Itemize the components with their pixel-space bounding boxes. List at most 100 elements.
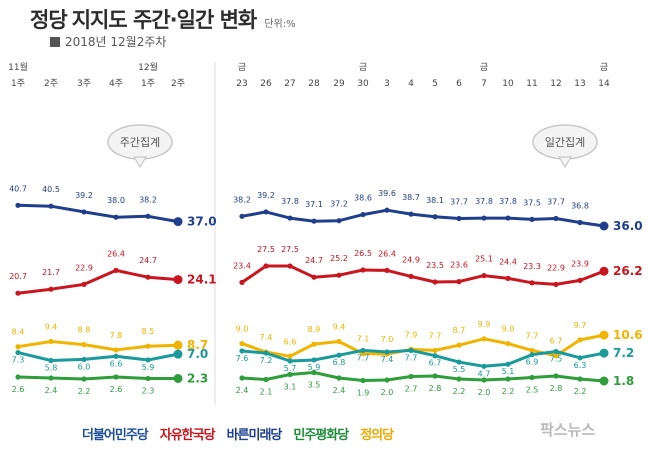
daily-series-0-label: 37.8 [499, 197, 517, 206]
daily-series-0-label: 38.7 [402, 193, 420, 202]
daily-series-1-point [239, 279, 245, 285]
weekly-series-0-label: 38.2 [139, 195, 157, 204]
daily-series-3-point [599, 348, 609, 358]
daily-series-2-point [336, 338, 342, 345]
daily-panel-bubble-tail [557, 156, 573, 169]
weekly-series-3-point [145, 357, 151, 363]
daily-panel-label: 일간집계 [545, 135, 585, 149]
daily-series-1-label: 26.4 [378, 249, 396, 258]
daily-series-0-final-label: 36.0 [613, 219, 643, 233]
daily-series-1-point [481, 273, 487, 279]
weekly-series-4-point [145, 375, 151, 382]
daily-series-2-label: 9.7 [574, 321, 587, 330]
daily-series-2-label: 8.9 [308, 325, 321, 334]
daily-series-0-point [599, 221, 609, 231]
daily-series-1-point [529, 280, 535, 286]
weekly-series-0-label: 39.2 [75, 191, 93, 200]
daily-series-3-label: 6.8 [333, 358, 346, 367]
weekly-series-2-label: 8.5 [142, 327, 155, 336]
weekly-series-3-point [15, 349, 21, 356]
daily-day-label: 29 [333, 79, 345, 89]
daily-series-0-label: 36.8 [571, 201, 589, 210]
daily-series-0-label: 39.2 [257, 191, 275, 200]
daily-series-1-label: 22.9 [547, 263, 565, 272]
daily-series-1-line [241, 264, 605, 286]
weekly-series-0-label: 40.7 [9, 184, 27, 193]
daily-series-2-label: 7.0 [381, 335, 394, 344]
daily-series-1-label: 25.1 [475, 255, 493, 264]
daily-series-3-point [577, 355, 583, 361]
daily-day-label: 10 [502, 79, 514, 89]
daily-series-3-point [239, 348, 245, 354]
weekly-series-3-point [173, 349, 183, 359]
daily-series-3-line [241, 348, 605, 368]
daily-series-3-point [408, 347, 414, 354]
weekly-week-label: 2주 [44, 78, 58, 89]
daily-series-2-point [311, 341, 317, 347]
daily-series-0-point [360, 211, 366, 218]
weekly-series-4-label: 2.3 [142, 387, 155, 396]
daily-series-3-point [481, 363, 487, 369]
weekly-series-3-point [113, 353, 119, 359]
daily-series-1-point [287, 263, 293, 269]
weekly-series-2-point [113, 347, 119, 353]
daily-weekday-label: 금 [600, 62, 608, 73]
daily-series-2-final-label: 10.6 [613, 328, 643, 342]
daily-series-4-label: 3.1 [284, 383, 297, 392]
daily-series-1-point [263, 263, 269, 269]
daily-series-4-point [505, 376, 511, 382]
weekly-series-4-label: 2.6 [12, 385, 25, 394]
weekly-panel-bubble-tail [132, 156, 148, 169]
daily-series-2-point [577, 337, 583, 343]
daily-series-4-point [311, 369, 317, 376]
daily-series-0-label: 37.7 [547, 198, 565, 207]
daily-series-0-line [241, 208, 605, 228]
daily-series-3-label: 5.7 [284, 364, 297, 373]
daily-series-0-label: 37.2 [330, 200, 348, 209]
weekly-week-label: 1주 [11, 78, 25, 89]
weekly-series-0-point [173, 217, 183, 227]
daily-series-3-point [553, 348, 559, 355]
daily-series-0-point [287, 215, 293, 221]
daily-series-3-point [336, 352, 342, 358]
weekly-series-2-label: 8.4 [12, 328, 25, 337]
daily-series-0-label: 37.7 [450, 198, 468, 207]
daily-series-4-final-label: 1.8 [613, 374, 634, 388]
daily-day-label: 26 [260, 79, 272, 89]
daily-series-3-label: 4.7 [478, 369, 491, 378]
daily-series-1-label: 23.5 [426, 261, 444, 270]
daily-series-0-point [432, 214, 438, 220]
party-logo: 민주평화당 [293, 428, 349, 443]
daily-series-4-point [287, 371, 293, 378]
weekly-series-0-point [113, 214, 119, 220]
daily-series-0-point [505, 215, 511, 221]
weekly-series-1-point [113, 267, 119, 273]
daily-day-label: 5 [432, 79, 438, 89]
daily-day-label: 14 [598, 79, 610, 89]
daily-series-0-label: 37.8 [281, 197, 299, 206]
weekly-series-1-label: 21.7 [42, 268, 60, 277]
weekly-series-0-line [17, 203, 179, 224]
daily-series-1-point [360, 267, 366, 273]
daily-series-1-point [384, 267, 390, 273]
daily-series-0-label: 39.6 [378, 189, 396, 198]
daily-series-1-point [432, 279, 438, 285]
weekly-series-4-point [48, 375, 54, 381]
title-prefix: 정당 [30, 8, 68, 32]
daily-series-0-point [239, 213, 245, 219]
daily-series-2-point [481, 336, 487, 342]
daily-series-0-point [481, 215, 487, 221]
daily-series-1-label: 27.5 [257, 245, 275, 254]
daily-series-3-point [287, 358, 293, 364]
daily-series-3-point [529, 352, 535, 358]
daily-series-1-point [505, 275, 511, 281]
daily-series-1-point [577, 277, 583, 283]
daily-series-2-point [553, 353, 559, 359]
daily-series-2-point [456, 342, 462, 348]
daily-series-3-point [384, 349, 390, 355]
daily-day-label: 3 [384, 79, 390, 89]
daily-series-4-label: 2.4 [333, 386, 346, 395]
daily-day-label: 27 [284, 79, 295, 89]
daily-day-label: 12 [550, 79, 561, 89]
daily-series-3-point [505, 361, 511, 367]
